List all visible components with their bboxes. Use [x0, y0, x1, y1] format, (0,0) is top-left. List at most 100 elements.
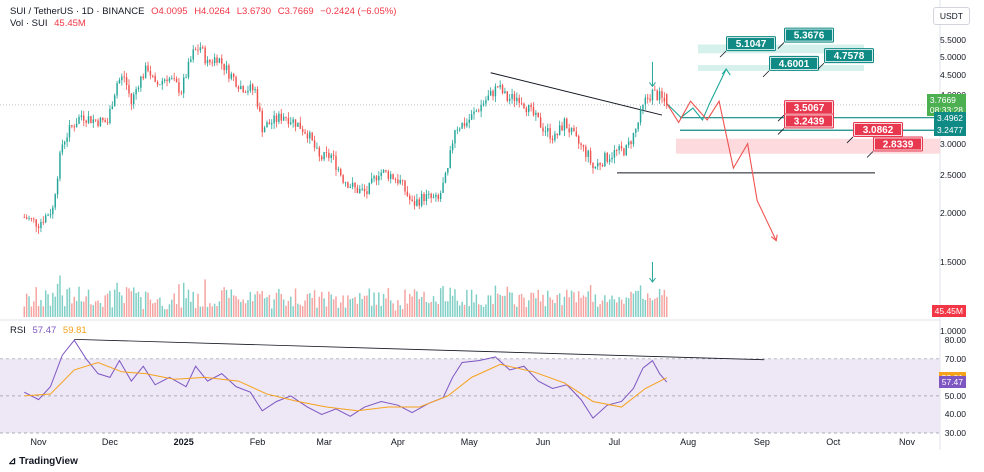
time-tick-label: Apr [390, 437, 405, 447]
volume-bar [432, 296, 435, 317]
candle-body [544, 131, 547, 133]
candle [537, 112, 539, 118]
candle [404, 179, 406, 196]
volume-bar [604, 295, 606, 317]
candle [259, 102, 261, 113]
candle-body [439, 192, 442, 200]
volume-bar [175, 304, 178, 317]
candle [542, 122, 544, 137]
candle [316, 142, 318, 150]
candle-body [30, 218, 33, 220]
candle [551, 135, 554, 144]
volume-bar [577, 291, 580, 317]
candle [527, 104, 530, 117]
candle [132, 92, 135, 109]
candle-body [378, 176, 380, 181]
candle-body [301, 128, 304, 132]
currency-button[interactable]: USDT [932, 7, 970, 25]
candle-body [66, 137, 68, 142]
candle-body [273, 115, 275, 124]
candle [313, 135, 316, 152]
volume-bar [385, 298, 387, 317]
volume-bar [616, 302, 618, 317]
symbol-label[interactable]: SUI / TetherUS · 1D · BINANCE [10, 6, 145, 17]
candle-body [304, 131, 306, 134]
candle-body [23, 217, 26, 219]
candle-body [297, 122, 299, 127]
candle [661, 87, 663, 104]
volume-bar [161, 305, 164, 317]
candle-body [213, 57, 216, 64]
candle [263, 125, 266, 133]
candle-body [135, 89, 137, 95]
rsi-tick-label: 70.00 [944, 353, 966, 364]
volume-bar [439, 288, 442, 317]
candle [282, 113, 285, 122]
candle [280, 108, 282, 124]
rsi-ma-line [24, 361, 667, 412]
tradingview-logo[interactable]: ⊿ TradingView [8, 456, 78, 467]
candle-body [549, 128, 551, 139]
volume-bar [304, 300, 306, 317]
candle [268, 119, 271, 125]
level-label-text: 5.3676 [794, 31, 825, 42]
time-tick-label: Oct [826, 437, 841, 447]
volume-bar [418, 299, 421, 317]
volume-bar [73, 296, 75, 317]
candle-body [577, 136, 580, 144]
volume-bar [44, 290, 47, 317]
volume-bar [527, 300, 530, 317]
candle-body [573, 127, 575, 132]
candle [320, 155, 323, 162]
candle [149, 65, 152, 80]
candle [473, 107, 475, 120]
candle [456, 126, 459, 135]
candle-body [342, 175, 344, 183]
candle [356, 184, 359, 194]
candle [175, 76, 178, 83]
time-tick-label: Sep [753, 437, 770, 447]
candle [37, 223, 40, 234]
candle [494, 83, 497, 103]
volume-bar [337, 307, 340, 317]
candle-body [537, 112, 539, 118]
candle [649, 94, 651, 103]
volume-bar [28, 296, 30, 317]
volume-bar [585, 296, 587, 317]
candle-body [547, 128, 549, 132]
candle-body [163, 79, 166, 81]
rsi-line [24, 339, 668, 419]
candle-body [397, 179, 399, 184]
candle-body [109, 108, 111, 124]
volume-bar [301, 306, 304, 317]
candle [363, 184, 366, 197]
volume-bar [463, 304, 466, 317]
volume-bar [637, 290, 639, 317]
candle-body [501, 85, 504, 94]
candle-body [235, 76, 237, 87]
candle-body [204, 47, 206, 64]
candle-body [171, 78, 173, 80]
volume-bar [344, 307, 347, 317]
candle [106, 117, 109, 126]
volume-bar [375, 304, 378, 317]
candle [466, 118, 468, 128]
volume-label[interactable]: Vol · SUI [10, 18, 48, 29]
candle-body [489, 90, 492, 96]
candle-body [37, 226, 40, 229]
volume-bar [323, 298, 325, 317]
price-tick-label: 5.5000 [940, 35, 966, 46]
rsi-label[interactable]: RSI [10, 325, 26, 336]
volume-bar [287, 300, 290, 317]
price-tick-label: 1.0000 [940, 326, 966, 337]
candle [654, 85, 656, 91]
candle-body [644, 97, 647, 105]
candle [637, 121, 639, 133]
candle-body [313, 140, 316, 148]
candle-body [128, 85, 130, 94]
volume-bar [299, 304, 302, 317]
volume-bar [361, 299, 363, 317]
candle-body [561, 125, 563, 131]
level-label-text: 3.0862 [863, 125, 894, 136]
